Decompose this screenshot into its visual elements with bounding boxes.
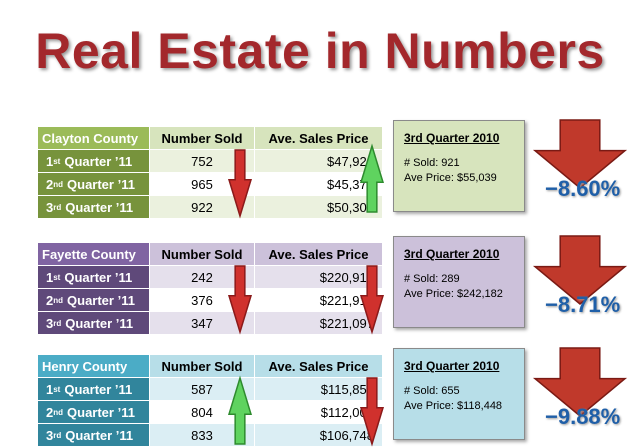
ordinal-suffix: st <box>53 272 61 282</box>
quarter-text: Quarter ’11 <box>64 269 133 285</box>
ordinal-suffix: rd <box>53 318 62 328</box>
arrow-shape <box>227 375 253 445</box>
trend-arrow <box>227 149 253 219</box>
ordinal-suffix: st <box>53 156 61 166</box>
column-header: Number Sold <box>150 243 255 266</box>
quarter-text: Quarter ’11 <box>65 427 134 443</box>
trend-arrow <box>359 143 385 213</box>
arrow-shape <box>227 265 253 335</box>
number-sold: 242 <box>150 266 255 289</box>
number-sold: 922 <box>150 196 255 219</box>
number-sold: 752 <box>150 150 255 173</box>
arrow-shape <box>359 265 385 335</box>
change-arrow <box>532 347 628 417</box>
change-arrow <box>532 235 628 305</box>
ordinal-suffix: nd <box>53 179 64 189</box>
trend-arrow <box>227 375 253 445</box>
number-sold: 587 <box>150 378 255 401</box>
ordinal: 2 <box>46 176 54 192</box>
arrow-shape <box>227 149 253 219</box>
ordinal-suffix: rd <box>53 430 62 440</box>
number-sold: 347 <box>150 312 255 335</box>
sales-price: $220,919 <box>255 266 383 289</box>
ordinal: 3 <box>46 427 54 443</box>
column-header: Number Sold <box>150 127 255 150</box>
note-price: Ave Price: $55,039 <box>404 172 497 184</box>
trend-arrow <box>359 265 385 335</box>
page-title: Real Estate in Numbers <box>35 23 605 79</box>
change-arrow <box>532 119 628 189</box>
note-title: 3rd Quarter 2010 <box>404 359 500 373</box>
note-price: Ave Price: $118,448 <box>404 400 503 412</box>
arrow-shape <box>359 377 385 447</box>
ordinal-suffix: st <box>53 384 61 394</box>
note-card: 3rd Quarter 2010 # Sold: 289 Ave Price: $2… <box>393 236 525 328</box>
quarter-text: Quarter ’11 <box>67 404 135 420</box>
percent-change: −8.71% <box>545 292 621 317</box>
trend-arrow <box>227 265 253 335</box>
note-card: 3rd Quarter 2010 # Sold: 655 Ave Price: $1… <box>393 348 525 440</box>
column-header: Number Sold <box>150 355 255 378</box>
quarter-text: Quarter ’11 <box>65 315 134 331</box>
column-header: Ave. Sales Price <box>255 355 383 378</box>
note-card: 3rd Quarter 2010 # Sold: 921 Ave Price: $5… <box>393 120 525 212</box>
quarter-text: Quarter ’11 <box>67 176 135 192</box>
ordinal: 3 <box>46 315 54 331</box>
arrow-shape <box>532 235 628 305</box>
county-header: Clayton County <box>38 127 150 150</box>
number-sold: 965 <box>150 173 255 196</box>
note-price: Ave Price: $242,182 <box>404 288 503 300</box>
quarter-text: Quarter ’11 <box>64 381 133 397</box>
ordinal-suffix: nd <box>53 295 64 305</box>
note-sold: # Sold: 289 <box>404 273 460 285</box>
quarter-text: Quarter ’11 <box>65 199 134 215</box>
note-title: 3rd Quarter 2010 <box>404 131 500 145</box>
sales-price: $115,858 <box>255 378 383 401</box>
number-sold: 804 <box>150 401 255 424</box>
percent-change: −8.60% <box>545 176 621 201</box>
ordinal: 1 <box>46 269 54 285</box>
arrow-shape <box>359 143 385 213</box>
note-sold: # Sold: 655 <box>404 385 460 397</box>
sales-price: $45,370 <box>255 173 383 196</box>
sales-price: $50,303 <box>255 196 383 219</box>
quarter-text: Quarter ’11 <box>67 292 135 308</box>
note-sold: # Sold: 921 <box>404 157 460 169</box>
quarter-text: Quarter ’11 <box>64 153 133 169</box>
arrow-shape <box>532 347 628 417</box>
ordinal: 1 <box>46 381 54 397</box>
county-header: Henry County <box>38 355 150 378</box>
arrow-shape <box>532 119 628 189</box>
sales-price: $47,928 <box>255 150 383 173</box>
sales-price: $221,097 <box>255 312 383 335</box>
ordinal: 2 <box>46 292 54 308</box>
number-sold: 376 <box>150 289 255 312</box>
county-header: Fayette County <box>38 243 150 266</box>
ordinal: 3 <box>46 199 54 215</box>
ordinal: 2 <box>46 404 54 420</box>
note-title: 3rd Quarter 2010 <box>404 247 500 261</box>
ordinal-suffix: nd <box>53 407 64 417</box>
ordinal-suffix: rd <box>53 202 62 212</box>
ordinal: 1 <box>46 153 54 169</box>
column-header: Ave. Sales Price <box>255 127 383 150</box>
percent-change: −9.88% <box>545 404 621 429</box>
trend-arrow <box>359 377 385 447</box>
column-header: Ave. Sales Price <box>255 243 383 266</box>
